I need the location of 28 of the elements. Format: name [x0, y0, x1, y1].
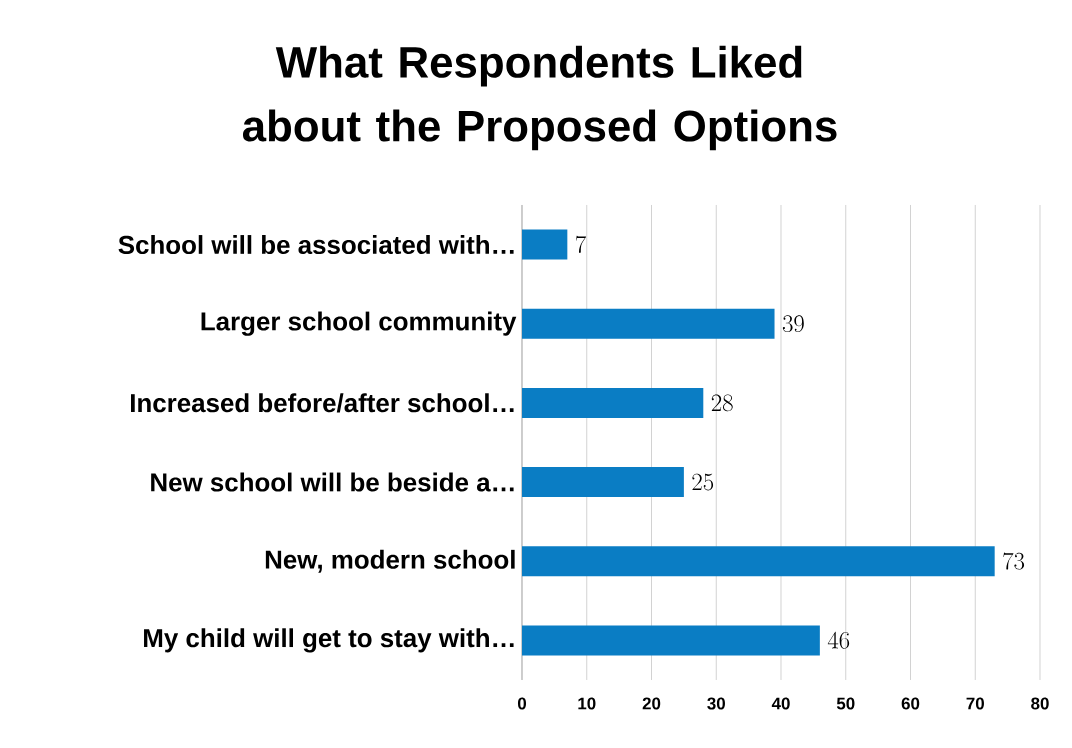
- data-label: 73: [1003, 552, 1025, 570]
- bar: [522, 387, 704, 418]
- data-label: 39: [782, 315, 804, 333]
- y-tick-label: Larger school community: [201, 311, 517, 336]
- y-tick-label: School will be associated with…: [118, 235, 514, 255]
- x-tick-label: 60: [901, 697, 920, 710]
- x-tick-label: 70: [966, 697, 984, 710]
- data-label: 7: [575, 235, 587, 253]
- x-tick-label: 50: [836, 697, 855, 710]
- y-tick-label: New, modern school: [265, 549, 515, 573]
- data-label: 46: [827, 631, 850, 649]
- data-label: 25: [692, 473, 714, 491]
- x-tick-label: 20: [642, 697, 661, 710]
- data-label: 28: [711, 394, 733, 412]
- bar: [522, 546, 995, 577]
- bar: [522, 229, 568, 260]
- y-tick-label: Increased before/after school…: [130, 393, 514, 413]
- bar: [522, 308, 775, 339]
- bar: [522, 625, 820, 656]
- x-tick-label: 80: [1031, 697, 1049, 710]
- bar: [522, 467, 684, 498]
- y-tick-label: My child will get to stay with…: [144, 628, 514, 653]
- x-tick-label: 0: [517, 697, 527, 710]
- chart-title: What Respondents Liked about the Proposed Options: [242, 45, 837, 151]
- y-tick-label: New school will be beside a…: [151, 472, 514, 492]
- x-tick-label: 40: [771, 697, 790, 710]
- x-tick-label: 30: [707, 697, 725, 710]
- x-tick-label: 10: [578, 697, 596, 710]
